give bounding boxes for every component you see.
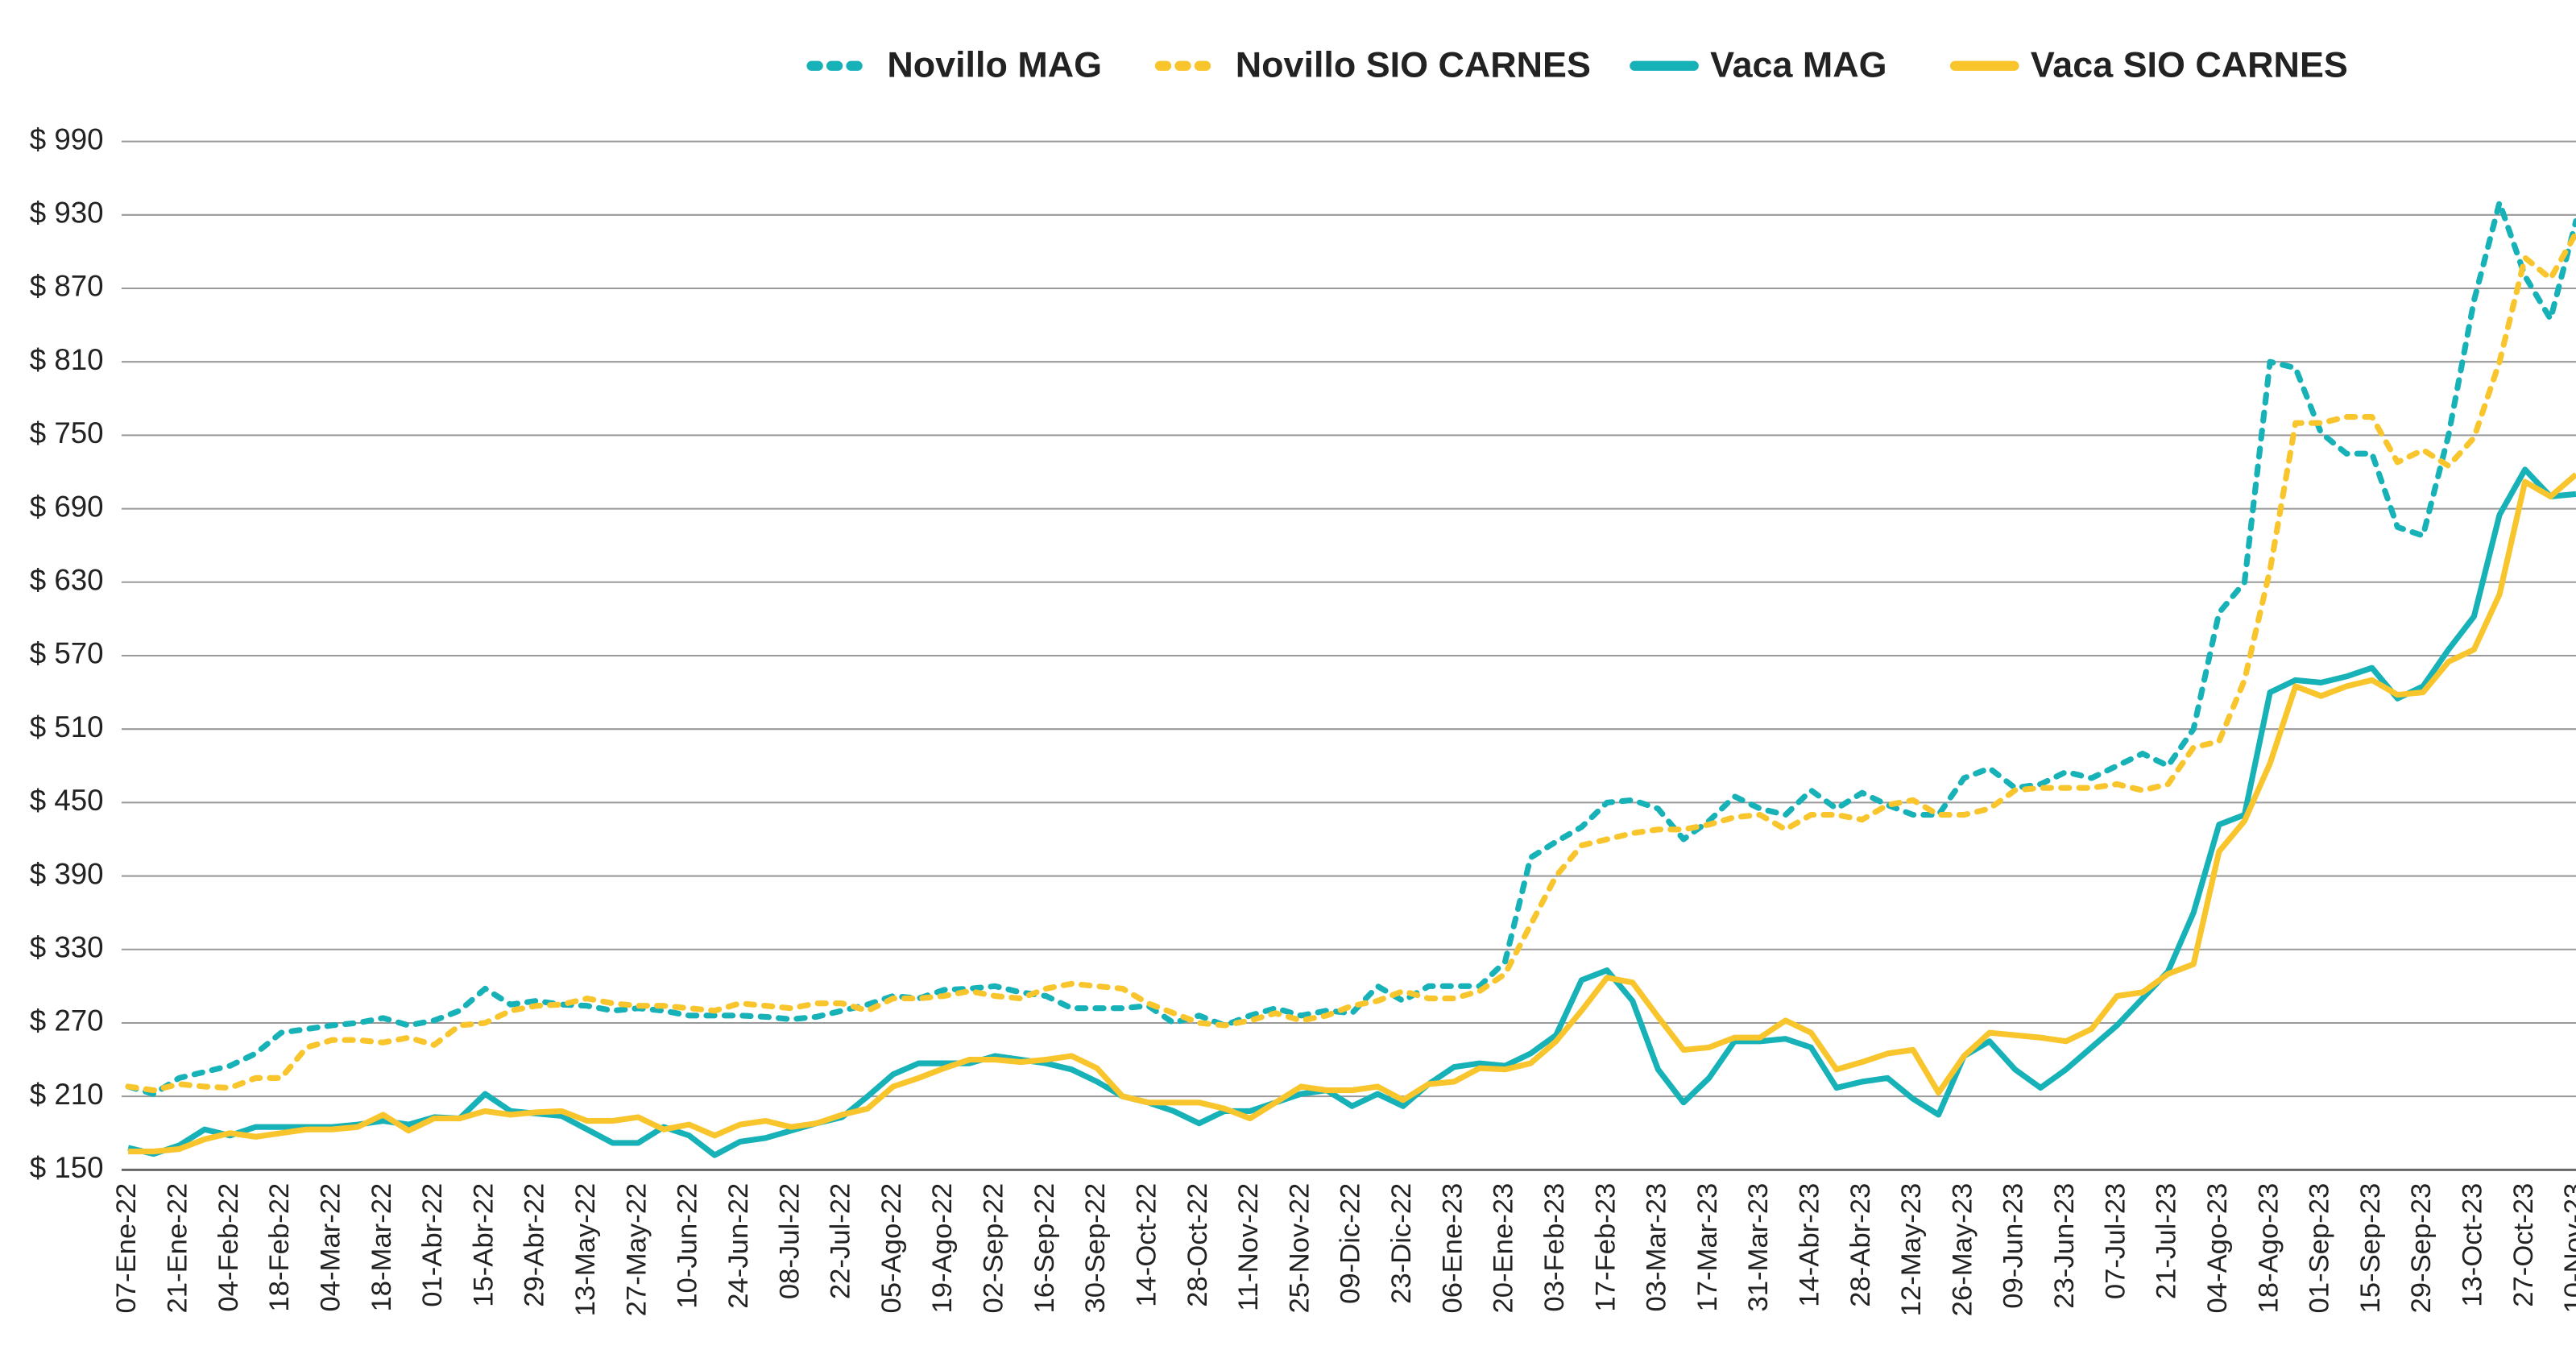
x-tick-label: 27-May-22 [621,1183,652,1317]
x-tick-label: 15-Sep-23 [2355,1183,2386,1314]
y-tick-label: $ 870 [30,270,104,303]
x-tick-label: 19-Ago-22 [927,1183,958,1314]
x-tick-label: 31-Mar-23 [1743,1183,1774,1312]
x-tick-label: 28-Abr-23 [1845,1183,1876,1307]
y-tick-label: $ 150 [30,1151,104,1184]
x-tick-label: 01-Abr-22 [417,1183,448,1307]
x-tick-label: 12-May-23 [1896,1183,1927,1317]
y-tick-label: $ 810 [30,343,104,376]
x-tick-label: 18-Mar-22 [367,1183,397,1312]
y-tick-label: $ 930 [30,197,104,230]
x-tick-label: 23-Jun-23 [2049,1183,2080,1309]
x-tick-label: 27-Oct-23 [2508,1183,2539,1307]
x-tick-label: 14-Abr-23 [1794,1183,1824,1307]
x-tick-label: 28-Oct-22 [1182,1183,1213,1307]
x-tick-label: 21-Ene-22 [163,1183,193,1314]
x-tick-label: 29-Abr-22 [520,1183,550,1307]
x-tick-label: 17-Mar-23 [1692,1183,1723,1312]
y-tick-label: $ 330 [30,930,104,963]
x-tick-label: 08-Jul-22 [774,1183,805,1299]
y-tick-label: $ 750 [30,416,104,449]
x-tick-label: 18-Feb-22 [264,1183,295,1312]
x-tick-label: 13-Oct-23 [2458,1183,2488,1307]
x-tick-label: 11-Nov-22 [1233,1183,1264,1311]
x-tick-label: 30-Sep-22 [1080,1183,1111,1314]
line-series [127,466,2576,1158]
x-tick-label: 04-Ago-23 [2202,1183,2233,1314]
x-tick-label: 09-Jun-23 [1998,1183,2029,1309]
y-tick-label: $ 510 [30,710,104,743]
y-tick-label: $ 210 [30,1078,104,1111]
x-tick-label: 20-Ene-23 [1489,1183,1519,1314]
x-tick-label: 04-Mar-22 [315,1183,346,1312]
x-tick-label: 29-Sep-23 [2406,1183,2437,1314]
x-tick-label: 16-Sep-22 [1029,1183,1060,1314]
x-tick-label: 04-Feb-22 [213,1183,244,1312]
y-tick-label: $ 390 [30,857,104,890]
x-tick-label: 24-Jun-22 [723,1183,754,1309]
x-tick-label: 18-Ago-23 [2253,1183,2284,1314]
x-tick-label: 07-Jul-23 [2100,1183,2131,1299]
x-tick-label: 26-May-23 [1947,1183,1978,1317]
legend-label: Vaca MAG [1710,44,1886,85]
x-tick-label: 22-Jul-22 [826,1183,856,1299]
legend-label: Novillo MAG [887,44,1102,85]
y-tick-label: $ 450 [30,784,104,817]
line-series [125,200,2576,1097]
y-tick-label: $ 990 [30,122,104,155]
x-tick-label: 14-Oct-22 [1131,1183,1162,1307]
y-tick-label: $ 630 [30,563,104,596]
y-tick-label: $ 690 [30,490,104,523]
y-tick-label: $ 570 [30,637,104,670]
line-series [128,472,2576,1155]
x-tick-label: 03-Feb-23 [1539,1183,1570,1312]
x-tick-label: 07-Ene-22 [111,1183,142,1314]
legend-label: Vaca SIO CARNES [2031,44,2348,85]
legend-label: Novillo SIO CARNES [1236,44,1591,85]
x-tick-label: 09-Dic-22 [1336,1183,1366,1304]
x-tick-label: 10-Nov-23 [2559,1183,2576,1314]
x-tick-label: 06-Ene-23 [1437,1183,1468,1314]
line-series [125,230,2576,1094]
x-tick-label: 05-Ago-22 [876,1183,907,1314]
x-tick-label: 10-Jun-22 [673,1183,703,1309]
x-tick-label: 15-Abr-22 [468,1183,499,1307]
x-tick-label: 01-Sep-23 [2305,1183,2335,1314]
x-tick-label: 03-Mar-23 [1642,1183,1672,1312]
x-tick-label: 23-Dic-22 [1386,1183,1417,1304]
x-tick-label: 13-May-22 [570,1183,601,1317]
x-tick-label: 25-Nov-22 [1284,1183,1315,1314]
x-tick-label: 21-Jul-23 [2151,1183,2182,1299]
x-tick-label: 17-Feb-23 [1590,1183,1621,1312]
y-tick-label: $ 270 [30,1004,104,1037]
x-tick-label: 02-Sep-22 [979,1183,1009,1314]
